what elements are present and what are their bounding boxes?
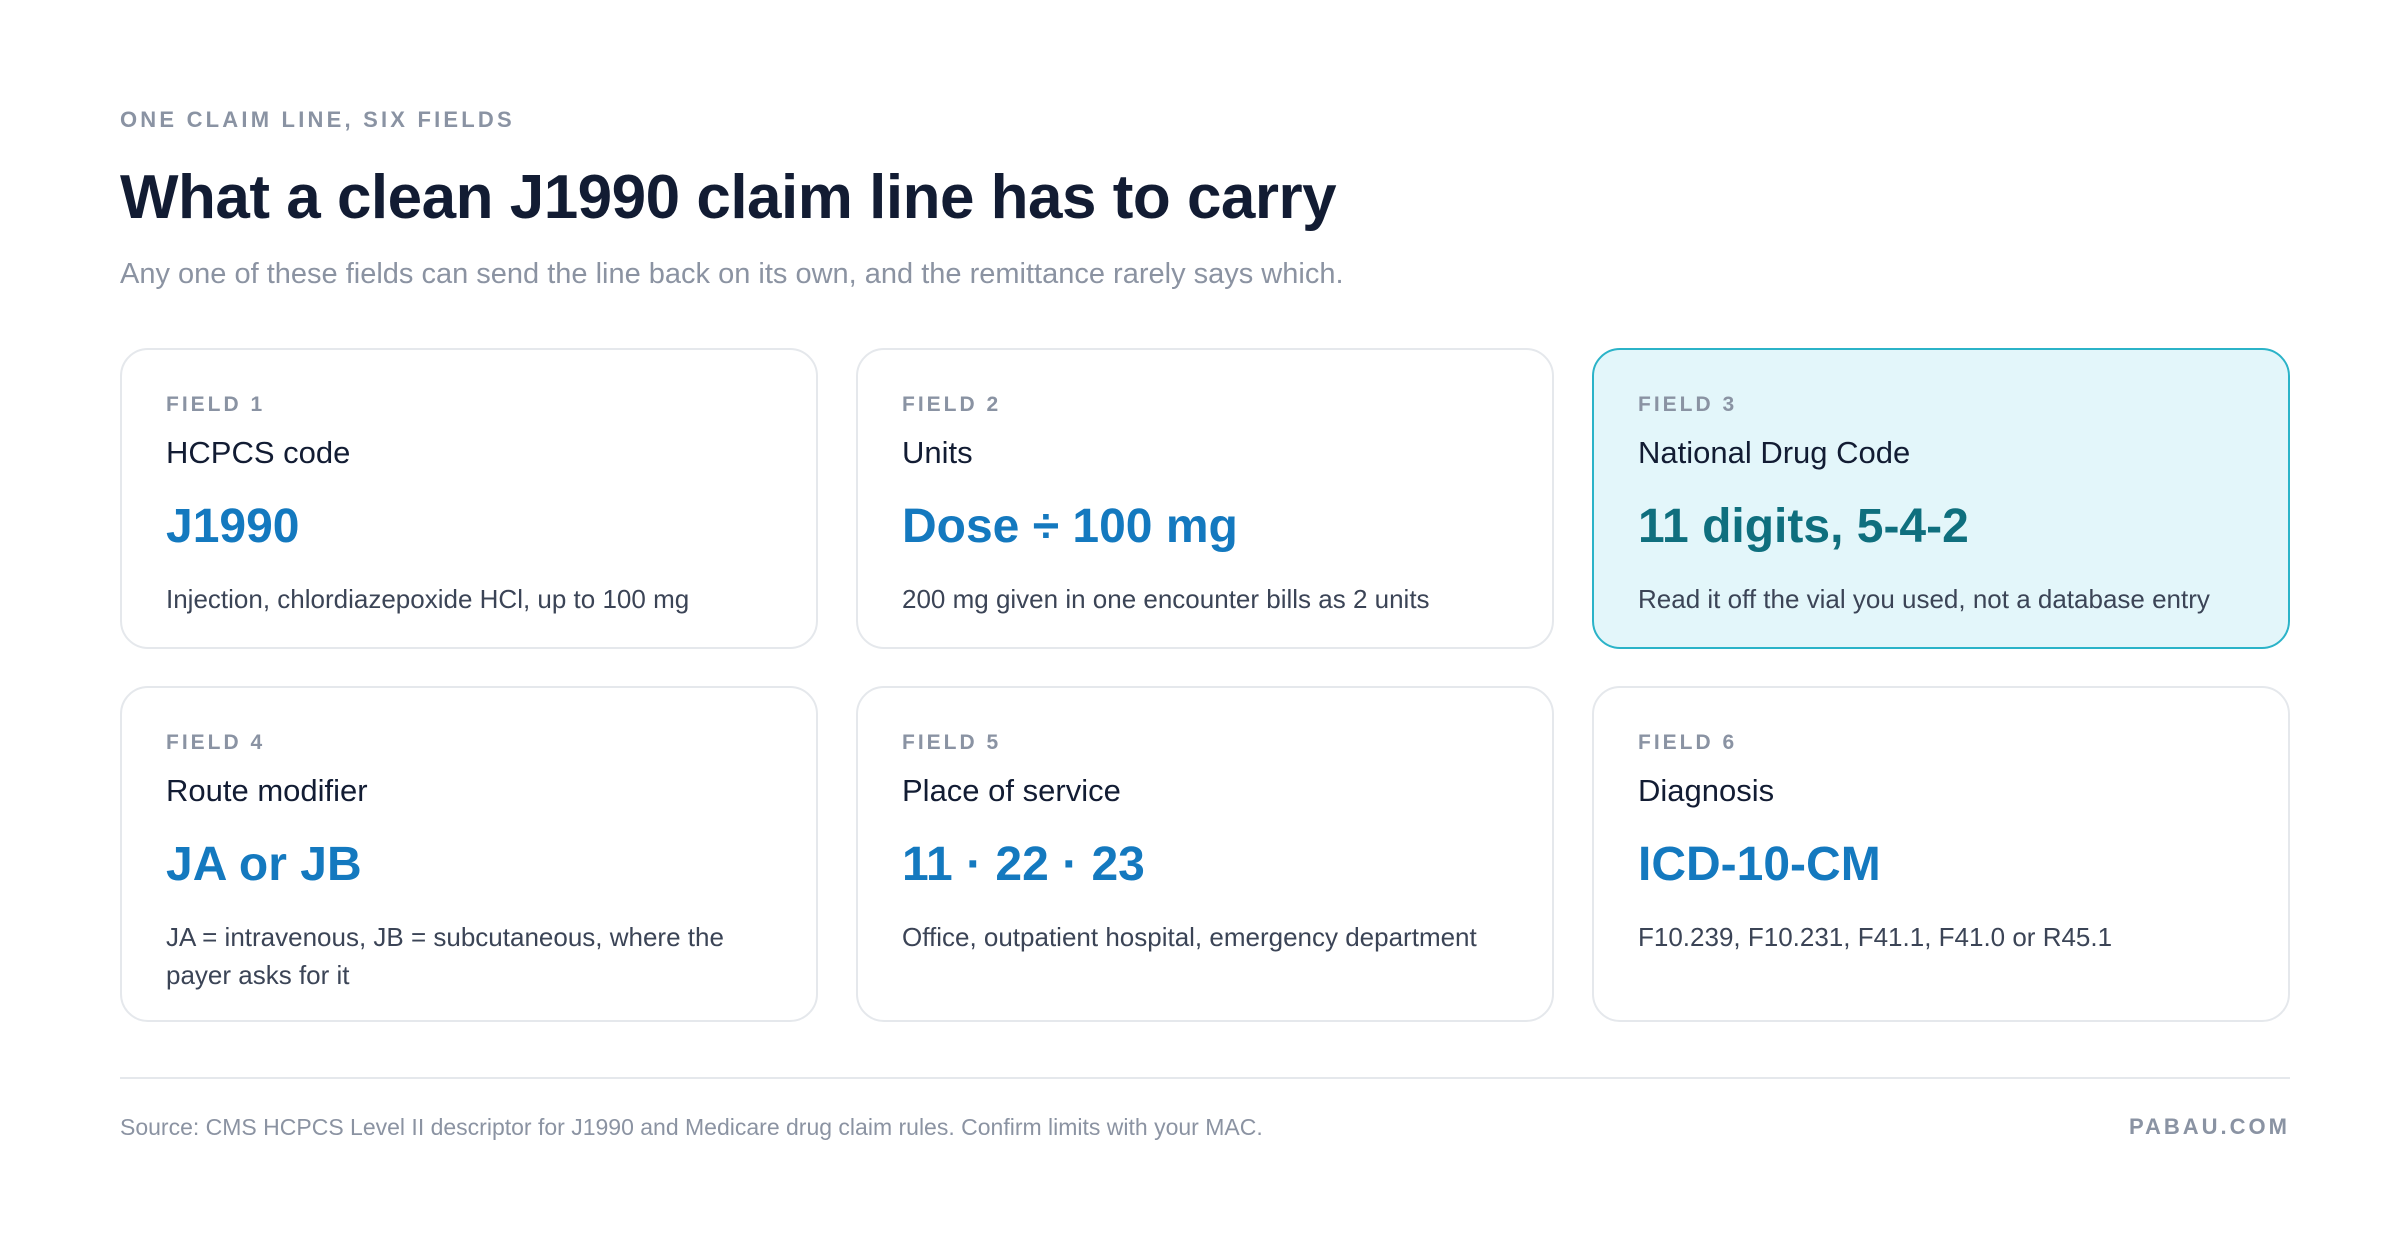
- brand-label: PABAU.COM: [2128, 1114, 2290, 1139]
- field-description: Injection, chlordiazepoxide HCl, up to 1…: [166, 584, 690, 614]
- field-name: HCPCS code: [166, 435, 351, 470]
- page-subtitle: Any one of these fields can send the lin…: [120, 258, 1344, 290]
- page-title: What a clean J1990 claim line has to car…: [120, 163, 1337, 232]
- field-card-units: FIELD 2 Units Dose ÷ 100 mg 200 mg given…: [856, 348, 1554, 649]
- field-number: FIELD 3: [1638, 393, 1738, 416]
- field-description: JA = intravenous, JB = subcutaneous, whe…: [166, 922, 724, 990]
- field-value: JA or JB: [166, 838, 362, 891]
- field-description: F10.239, F10.231, F41.1, F41.0 or R45.1: [1638, 922, 2113, 952]
- field-number: FIELD 5: [902, 731, 1002, 754]
- field-card-route-modifier: FIELD 4 Route modifier JA or JB JA = int…: [120, 686, 818, 1022]
- fields-grid: FIELD 1 HCPCS code J1990 Injection, chlo…: [120, 348, 2290, 1022]
- field-card-diagnosis: FIELD 6 Diagnosis ICD-10-CM F10.239, F10…: [1592, 686, 2290, 1022]
- field-number: FIELD 1: [166, 393, 266, 416]
- field-name: Route modifier: [166, 773, 368, 808]
- field-value: J1990: [166, 500, 300, 553]
- field-description: 200 mg given in one encounter bills as 2…: [902, 584, 1430, 614]
- field-card-hcpcs-code: FIELD 1 HCPCS code J1990 Injection, chlo…: [120, 348, 818, 649]
- field-card-national-drug-code: FIELD 3 National Drug Code 11 digits, 5-…: [1592, 348, 2290, 649]
- field-name: National Drug Code: [1638, 435, 1911, 470]
- field-value: ICD-10-CM: [1638, 838, 1881, 891]
- field-name: Place of service: [902, 773, 1121, 808]
- footer-divider: [120, 1077, 2290, 1079]
- field-value: Dose ÷ 100 mg: [902, 500, 1238, 553]
- source-note: Source: CMS HCPCS Level II descriptor fo…: [120, 1114, 1263, 1140]
- field-description: Read it off the vial you used, not a dat…: [1638, 584, 2210, 614]
- field-number: FIELD 4: [166, 731, 266, 754]
- field-description: Office, outpatient hospital, emergency d…: [902, 922, 1477, 952]
- field-value: 11 · 22 · 23: [902, 838, 1145, 891]
- field-name: Diagnosis: [1638, 773, 1775, 808]
- field-name: Units: [902, 435, 973, 470]
- field-card-place-of-service: FIELD 5 Place of service 11 · 22 · 23 Of…: [856, 686, 1554, 1022]
- eyebrow-label: ONE CLAIM LINE, SIX FIELDS: [120, 107, 515, 132]
- field-value: 11 digits, 5-4-2: [1638, 500, 1969, 553]
- field-number: FIELD 2: [902, 393, 1002, 416]
- field-number: FIELD 6: [1638, 731, 1738, 754]
